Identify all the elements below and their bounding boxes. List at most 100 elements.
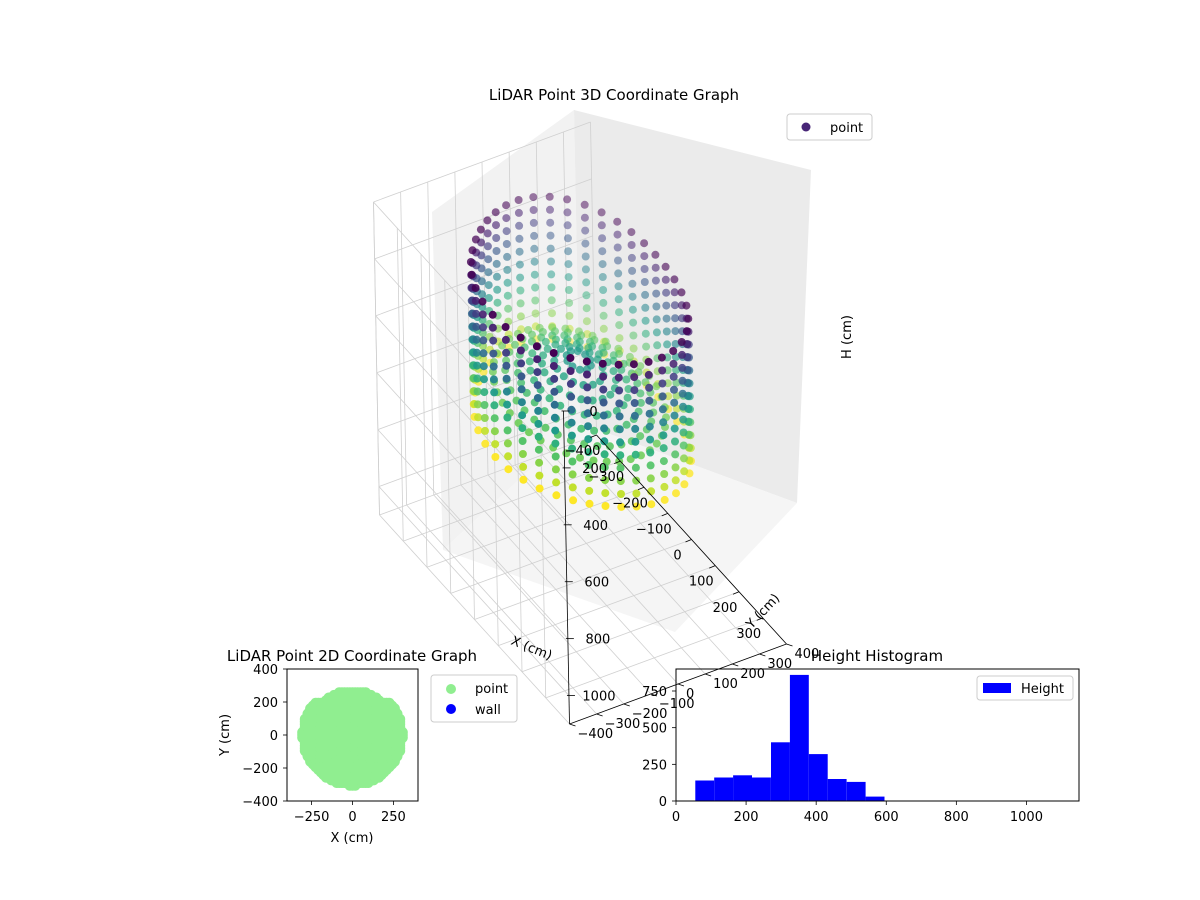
- point-3d: [598, 359, 607, 368]
- point-3d: [609, 367, 618, 376]
- point-3d: [535, 458, 544, 467]
- floor-pane: [443, 423, 797, 632]
- point-3d: [566, 379, 575, 388]
- point-3d: [484, 281, 493, 290]
- point-3d: [592, 411, 601, 420]
- point-3d: [516, 299, 525, 308]
- point-3d: [584, 461, 593, 469]
- point-3d: [566, 354, 575, 362]
- point-3d: [671, 463, 680, 472]
- point-3d: [678, 350, 686, 359]
- point-3d: [640, 278, 649, 286]
- x-tick: [590, 434, 597, 438]
- chart-3d-legend-box: [786, 113, 873, 141]
- legend-marker-height: [983, 683, 1011, 693]
- point-3d: [502, 387, 511, 396]
- point-3d: [614, 256, 622, 265]
- point-3d: [510, 340, 519, 349]
- point-3d: [641, 316, 650, 325]
- grid-line-z: [373, 201, 564, 412]
- point-3d: [598, 234, 607, 243]
- grid-line-y: [406, 504, 597, 715]
- point-3d: [502, 201, 511, 210]
- point-3d: [600, 463, 609, 472]
- x-tick-label: 100: [689, 575, 714, 590]
- point-3d: [530, 257, 539, 266]
- point-3d: [541, 423, 550, 432]
- point-3d: [580, 200, 589, 209]
- point-3d: [684, 314, 693, 323]
- point-3d: [540, 407, 549, 416]
- point-3d: [636, 398, 645, 407]
- point-3d: [633, 379, 642, 388]
- point-3d: [652, 439, 661, 448]
- point-3d: [661, 262, 670, 271]
- y-tick-label: 300: [767, 657, 792, 672]
- point-3d: [563, 208, 572, 217]
- point-3d: [669, 359, 678, 368]
- point-3d: [652, 289, 661, 298]
- point-3d: [671, 340, 680, 348]
- point-3d: [682, 301, 691, 310]
- x-tick-label: 400: [804, 810, 829, 825]
- point-3d: [669, 372, 678, 381]
- histogram-frame: [675, 668, 1080, 802]
- point-3d: [564, 247, 573, 256]
- chart-2d-xlabel: X (cm): [331, 831, 374, 846]
- point-3d: [651, 276, 660, 285]
- point-3d: [488, 323, 497, 332]
- grid-line-y: [427, 181, 435, 496]
- y-tick-label: 0: [270, 729, 278, 744]
- point-3d: [671, 314, 680, 323]
- grid-line-x: [515, 358, 523, 672]
- y-tick-label: 400: [253, 663, 278, 678]
- point-3d: [646, 474, 655, 483]
- point-3d: [658, 366, 667, 375]
- point-3d: [533, 368, 542, 377]
- point-3d: [645, 383, 654, 392]
- point-3d: [517, 385, 526, 394]
- point-3d: [481, 426, 489, 435]
- point-3d: [631, 437, 640, 446]
- point-3d: [652, 315, 661, 324]
- point-3d: [472, 348, 481, 357]
- chart-2d-legend: point wall: [430, 674, 518, 723]
- y-tick-label: 100: [713, 677, 738, 692]
- x-tick: [756, 617, 763, 621]
- legend-label-wall: wall: [475, 703, 501, 718]
- point-3d: [492, 247, 501, 255]
- point-3d: [660, 470, 669, 478]
- point-3d: [480, 388, 489, 397]
- point-3d: [498, 341, 507, 350]
- point-3d: [598, 247, 607, 256]
- point-3d: [581, 226, 590, 235]
- point-3d: [617, 502, 626, 511]
- point-3d: [600, 437, 609, 446]
- point-3d: [628, 292, 637, 301]
- point-3d: [545, 394, 554, 403]
- point-3d: [615, 425, 624, 434]
- y-tick-label: −200: [632, 707, 668, 722]
- point-3d: [658, 405, 667, 414]
- point-3d: [672, 378, 681, 387]
- point-3d: [600, 450, 609, 459]
- point-3d: [583, 396, 592, 405]
- y-tick: [569, 723, 576, 727]
- point-3d: [492, 259, 501, 268]
- point-3d: [546, 231, 555, 240]
- grid-line-y: [433, 494, 625, 705]
- point-3d: [489, 349, 498, 358]
- point-3d: [680, 480, 689, 489]
- point-3d: [640, 252, 649, 261]
- point-3d: [568, 483, 577, 492]
- point-3d: [614, 282, 623, 291]
- chart-3d-title: LiDAR Point 3D Coordinate Graph: [489, 86, 739, 104]
- legend-marker-point: [446, 684, 456, 694]
- y-tick-label: 500: [642, 722, 667, 737]
- point-3d: [599, 411, 608, 420]
- point-3d: [539, 351, 548, 360]
- point-3d: [493, 272, 501, 281]
- grid-line-y: [535, 141, 543, 456]
- point-3d: [502, 214, 511, 223]
- point-3d: [517, 359, 526, 368]
